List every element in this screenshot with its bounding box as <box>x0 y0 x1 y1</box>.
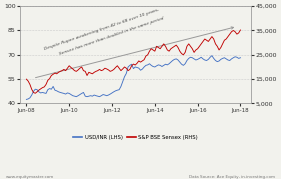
Text: Despite Rupee weakening from 42 to 68 over 10 years,: Despite Rupee weakening from 42 to 68 ov… <box>44 8 159 51</box>
Text: Data Source: Ace Equity, in.investing.com: Data Source: Ace Equity, in.investing.co… <box>189 175 275 179</box>
Text: Sensex has more than doubled in the same period: Sensex has more than doubled in the same… <box>58 16 164 56</box>
Legend: USD/INR (LHS), S&P BSE Sensex (RHS): USD/INR (LHS), S&P BSE Sensex (RHS) <box>71 132 200 142</box>
Text: www.equitymaster.com: www.equitymaster.com <box>6 175 54 179</box>
